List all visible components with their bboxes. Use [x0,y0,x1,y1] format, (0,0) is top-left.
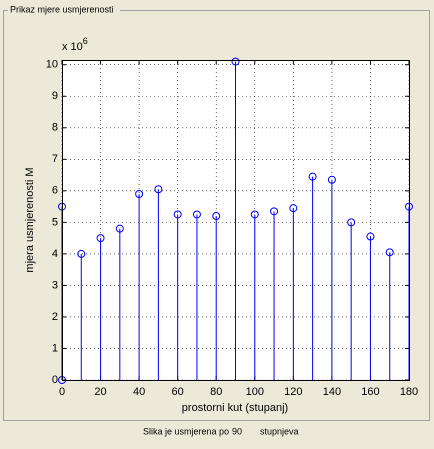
y-tick-label: 10 [46,59,58,71]
stem-marker [212,212,221,221]
stem-marker [192,210,201,219]
y-tick-label: 5 [52,216,58,228]
stem-marker [250,210,259,219]
x-tick-label: 40 [133,386,145,398]
y-axis-label: mjera usmjerenosti M [24,167,36,272]
y-multiplier-base: x 10 [62,41,83,53]
y-tick-label: 0 [52,374,58,386]
group-box [3,10,430,421]
status-value: 90 [232,426,242,436]
group-box-title: Prikaz mjere usmjerenosti [10,4,114,14]
x-axis-label: prostorni kut (stupanj) [182,402,288,414]
x-tick-label: 120 [284,386,302,398]
stem-marker [154,185,163,194]
stem-marker [366,232,375,241]
x-tick-label: 20 [94,386,106,398]
stem-marker [135,189,144,198]
y-tick-label: 4 [52,248,58,260]
stem-marker [347,218,356,227]
x-tick-label: 80 [210,386,222,398]
y-tick-label: 6 [52,185,58,197]
stem-marker [308,172,317,181]
stem-marker [289,204,298,213]
group-box-title-bg [8,4,120,16]
status-suffix: stupnjeva [260,426,299,436]
x-tick-label: 180 [400,386,418,398]
y-tick-label: 2 [52,311,58,323]
x-tick-label: 0 [59,386,65,398]
x-tick-label: 60 [172,386,184,398]
x-tick-label: 100 [246,386,264,398]
x-tick-label: 160 [361,386,379,398]
y-tick-label: 8 [52,122,58,134]
axes-box [62,60,410,381]
y-multiplier: x 106 [62,36,88,53]
status-prefix: Slika je usmjerena po [143,426,229,436]
x-tick-label: 140 [323,386,341,398]
y-tick-label: 9 [52,90,58,102]
stem-marker [77,249,86,258]
stem-marker [327,175,336,184]
y-tick-label: 3 [52,279,58,291]
stem-marker [231,57,240,66]
stem-marker [96,234,105,243]
stem-marker [385,248,394,257]
stem-marker [173,210,182,219]
y-multiplier-exponent: 6 [83,36,88,46]
stem-marker [115,224,124,233]
stem-marker [270,207,279,216]
y-tick-label: 1 [52,342,58,354]
y-tick-label: 7 [52,153,58,165]
